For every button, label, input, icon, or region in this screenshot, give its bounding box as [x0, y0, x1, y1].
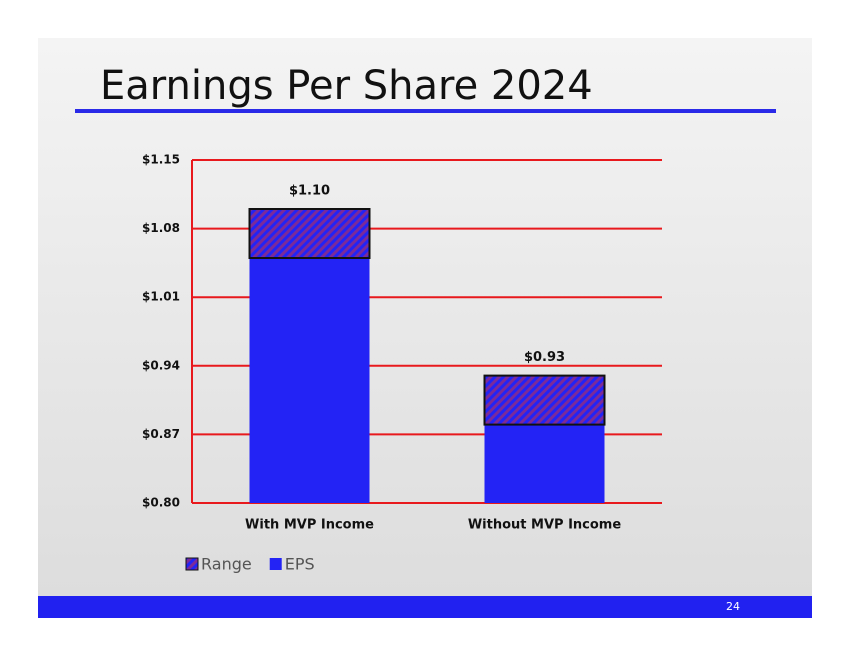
bar-segment: [248, 208, 371, 259]
data-label: $1.10: [289, 184, 330, 199]
slide-title: Earnings Per Share 2024: [100, 63, 593, 109]
legend-label: Range: [201, 555, 252, 574]
x-tick-label: Without MVP Income: [468, 518, 622, 533]
page-number: 24: [726, 600, 740, 613]
legend-label: EPS: [285, 555, 315, 574]
slide-background: [38, 38, 812, 618]
y-tick-label: $0.94: [142, 358, 180, 372]
data-label: $0.93: [524, 350, 565, 365]
legend-swatch: [185, 557, 199, 571]
x-tick-label: With MVP Income: [245, 518, 374, 533]
legend-swatch: [269, 558, 282, 570]
bar-segment: [484, 424, 605, 503]
bar-segment: [483, 374, 606, 426]
y-tick-label: $1.08: [142, 221, 180, 235]
footer-band: [38, 596, 812, 618]
y-tick-label: $1.15: [142, 153, 180, 167]
y-tick-label: $0.80: [142, 496, 180, 510]
y-tick-label: $1.01: [142, 290, 180, 304]
y-tick-label: $0.87: [142, 427, 180, 441]
bar-segment: [249, 258, 370, 503]
title-underline: [75, 109, 776, 113]
